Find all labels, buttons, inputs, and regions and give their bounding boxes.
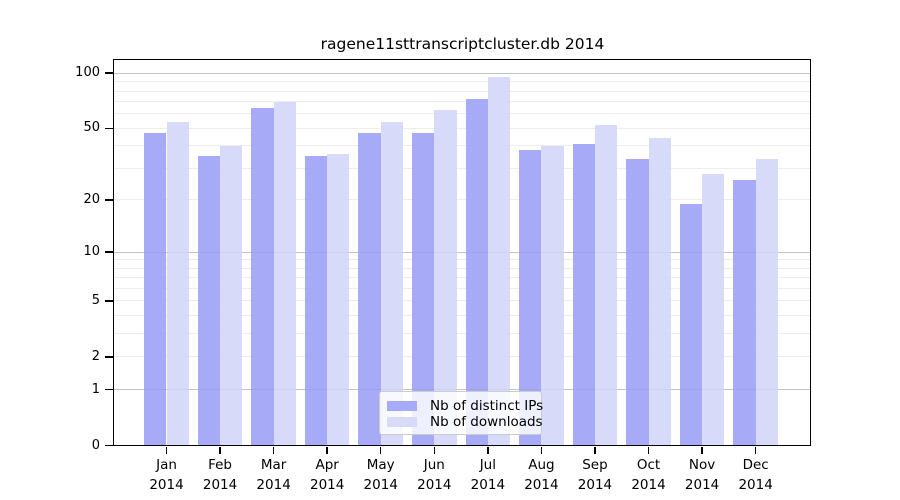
gridline-minor-50 — [114, 127, 810, 129]
y-tick-label-1: 1 — [91, 381, 100, 397]
x-tick-nov — [701, 447, 703, 454]
x-tick-label-jan: Jan 2014 — [149, 456, 184, 493]
bar-downloads-mar — [273, 101, 296, 446]
gridline-decade-100 — [114, 72, 810, 74]
gridline-minor-80 — [114, 90, 810, 92]
x-tick-sep — [594, 447, 596, 454]
gridline-minor-70 — [114, 101, 810, 103]
x-tick-apr — [326, 447, 328, 454]
x-tick-label-mar: Mar 2014 — [256, 456, 291, 493]
x-tick-label-aug: Aug 2014 — [524, 456, 559, 493]
y-tick-10 — [104, 251, 113, 253]
bar-downloads-jun — [434, 110, 457, 446]
bar-distinct-ips-nov — [679, 203, 703, 446]
gridline-minor-7 — [114, 277, 810, 279]
bar-distinct-ips-apr — [304, 156, 328, 446]
y-tick-50 — [104, 127, 113, 130]
x-tick-mar — [272, 447, 275, 454]
gridline-minor-40 — [114, 145, 810, 147]
x-tick-aug — [540, 447, 543, 454]
legend-entry-downloads: Nb of downloads — [387, 414, 543, 430]
x-tick-dec — [754, 447, 757, 454]
legend-entry-distinct-ips: Nb of distinct IPs — [387, 398, 543, 414]
y-tick-label-10: 10 — [83, 244, 100, 260]
bar-distinct-ips-dec — [733, 179, 756, 446]
legend-label-distinct-ips: Nb of distinct IPs — [430, 397, 544, 414]
bar-downloads-may — [380, 122, 404, 446]
gridline-minor-6 — [114, 288, 810, 290]
gridline-decade-10 — [114, 251, 810, 253]
bar-downloads-apr — [327, 154, 350, 446]
y-tick-label-50: 50 — [83, 120, 100, 136]
legend-swatch-downloads-icon — [387, 416, 417, 427]
y-tick-label-5: 5 — [91, 292, 100, 308]
bar-downloads-jan — [166, 122, 189, 446]
chart-title: ragene11sttranscriptcluster.db 2014 — [320, 35, 605, 53]
x-tick-label-jun: Jun 2014 — [417, 456, 452, 493]
y-tick-label-2: 2 — [91, 348, 100, 364]
y-tick-100 — [104, 72, 113, 74]
gridline-minor-5 — [114, 300, 810, 302]
bar-downloads-dec — [755, 158, 778, 446]
bar-distinct-ips-jul — [465, 99, 488, 446]
x-tick-label-may: May 2014 — [363, 456, 398, 493]
bar-distinct-ips-aug — [519, 149, 542, 446]
x-tick-feb — [219, 447, 221, 454]
y-tick-20 — [104, 199, 113, 201]
y-tick-label-100: 100 — [75, 65, 100, 81]
x-tick-label-apr: Apr 2014 — [309, 456, 345, 493]
bar-distinct-ips-oct — [626, 158, 649, 446]
bar-distinct-ips-feb — [197, 156, 221, 446]
gridline-minor-8 — [114, 267, 810, 269]
y-tick-1 — [104, 388, 113, 391]
plot-area — [114, 60, 810, 446]
bar-downloads-nov — [702, 173, 725, 446]
x-tick-label-oct: Oct 2014 — [631, 456, 666, 493]
gridline-minor-2 — [114, 356, 810, 358]
bar-distinct-ips-jan — [144, 133, 167, 446]
x-tick-label-sep: Sep 2014 — [577, 456, 613, 493]
bar-downloads-jul — [487, 77, 511, 446]
gridline-minor-20 — [114, 199, 810, 201]
y-tick-0 — [104, 444, 113, 447]
x-tick-oct — [647, 447, 650, 454]
bar-distinct-ips-sep — [572, 144, 595, 446]
x-tick-jun — [433, 447, 436, 454]
x-tick-jan — [165, 447, 168, 454]
gridline-minor-90 — [114, 81, 810, 83]
y-tick-5 — [104, 300, 113, 302]
gridline-minor-4 — [114, 315, 810, 317]
legend-label-downloads: Nb of downloads — [430, 413, 543, 430]
bar-distinct-ips-may — [358, 133, 381, 446]
legend: Nb of distinct IPs Nb of downloads — [379, 391, 543, 435]
gridline-minor-9 — [114, 259, 810, 261]
bar-distinct-ips-mar — [251, 107, 274, 446]
bar-downloads-aug — [541, 145, 564, 446]
bar-downloads-oct — [648, 138, 671, 446]
x-tick-may — [379, 447, 382, 454]
x-tick-label-jul: Jul 2014 — [470, 456, 506, 493]
gridline-minor-3 — [114, 333, 810, 335]
x-tick-jul — [487, 447, 489, 454]
y-tick-label-20: 20 — [83, 191, 100, 207]
y-tick-label-0: 0 — [91, 437, 100, 453]
gridline-minor-60 — [114, 113, 810, 115]
gridline-decade-1 — [114, 389, 810, 391]
bar-distinct-ips-jun — [412, 133, 435, 446]
legend-swatch-distinct-ips-icon — [387, 400, 417, 411]
x-tick-label-nov: Nov 2014 — [684, 456, 720, 493]
x-tick-label-feb: Feb 2014 — [202, 456, 238, 493]
bar-downloads-feb — [220, 145, 243, 446]
y-tick-2 — [104, 356, 113, 358]
bar-downloads-sep — [594, 125, 618, 446]
gridline-minor-30 — [114, 168, 810, 169]
x-tick-label-dec: Dec 2014 — [738, 456, 773, 493]
